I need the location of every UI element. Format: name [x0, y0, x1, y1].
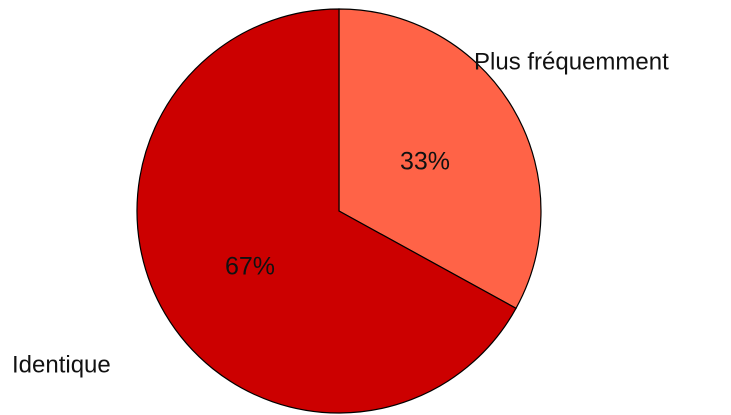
- category-labels: Plus fréquemment Identique: [12, 48, 669, 378]
- percent-label-2: 67%: [225, 253, 275, 281]
- percent-labels: 33% 67%: [225, 148, 450, 281]
- category-label-2: Identique: [12, 351, 111, 378]
- percent-label-1: 33%: [400, 148, 450, 176]
- category-label-1: Plus fréquemment: [474, 48, 669, 75]
- pie-slice-2: [136, 8, 517, 414]
- pie-slice-1: [338, 8, 542, 310]
- pie-slices: [136, 8, 542, 414]
